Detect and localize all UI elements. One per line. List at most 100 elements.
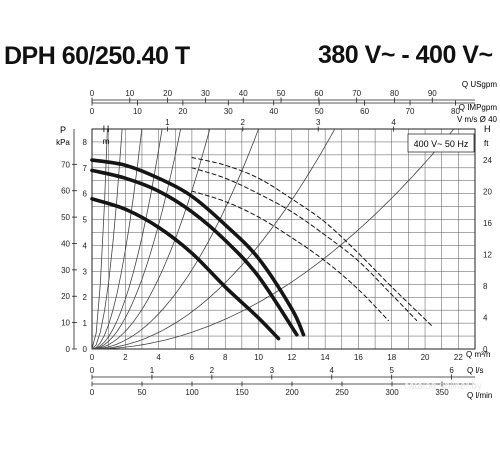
system-curve [91, 128, 181, 350]
bottom-axis-lmin-tick-label: 100 [185, 388, 199, 397]
watermark: catalog.onliner.by [404, 381, 482, 392]
bottom-axis-ls-tick-label: 2 [210, 366, 215, 375]
y-axis-right-label-h: H [484, 124, 491, 134]
top-axis-impgpm-tick-label: 50 [315, 107, 324, 116]
pump-curve-dashed-4 [191, 167, 418, 321]
x-tick-label: 20 [421, 353, 430, 362]
bottom-axis-ls-tick-label: 5 [389, 366, 394, 375]
y-tick-label-ft: 12 [483, 250, 492, 259]
voltage-label: 380 V~ - 400 V~ [318, 41, 493, 69]
system-curve [91, 128, 211, 350]
top-axis-velocity-tick-label: 4 [391, 118, 396, 127]
supply-label-box [407, 133, 475, 153]
bottom-axis-lmin-tick-label: 50 [138, 388, 147, 397]
top-axis-usgpm-tick-label: 70 [352, 89, 361, 98]
top-axis-usgpm-tick-label: 30 [201, 89, 210, 98]
bottom-axis-lmin-tick-label: 200 [285, 388, 299, 397]
top-axis-usgpm-tick-label: 10 [125, 89, 134, 98]
x-tick-label: 10 [254, 353, 263, 362]
bottom-axis-lmin-tick-label: 250 [335, 388, 349, 397]
top-axis-usgpm-tick-label: 50 [277, 89, 286, 98]
top-axis-impgpm-tick-label: 80 [451, 107, 460, 116]
top-axis-usgpm-tick-label: 20 [163, 89, 172, 98]
top-axis-velocity-tick-label: 2 [241, 118, 246, 127]
system-curve [91, 128, 108, 350]
x-tick-label: 8 [223, 353, 228, 362]
top-axis-impgpm-tick-label: 0 [90, 107, 95, 116]
top-axis-impgpm-tick-label: 60 [360, 107, 369, 116]
y-tick-label-h: 8 [83, 138, 88, 147]
system-curve [91, 128, 259, 350]
y-tick-label-ft: 8 [483, 282, 488, 291]
top-axis-velocity-tick-label: 1 [165, 118, 170, 127]
y-axis-label-p-unit: kPa [56, 138, 70, 147]
system-curve [91, 128, 143, 350]
bottom-axis-lmin-tick-label: 150 [235, 388, 249, 397]
top-axis-impgpm-tick-label: 30 [224, 107, 233, 116]
bottom-axis-ls-tick-label: 0 [90, 366, 95, 375]
system-curve [91, 128, 163, 350]
y-tick-label-h: 6 [83, 190, 88, 199]
bottom-axis-lmin-tick-label: 300 [385, 388, 399, 397]
y-tick-label-h: 1 [83, 319, 88, 328]
y-tick-label-ft: 20 [483, 187, 492, 196]
pump-curve-2 [90, 197, 281, 341]
y-tick-label-kpa: 20 [61, 292, 70, 301]
y-tick-label-ft: 0 [483, 345, 488, 354]
y-tick-label-kpa: 70 [61, 160, 70, 169]
x-tick-label: 2 [123, 353, 128, 362]
system-curve [91, 128, 336, 350]
y-tick-label-h: 0 [83, 345, 88, 354]
y-tick-label-h: 7 [83, 164, 88, 173]
system-curve [91, 128, 123, 350]
bottom-axis-lmin-tick-label: 350 [435, 388, 449, 397]
top-axis-usgpm-label: Q USgpm [462, 80, 497, 89]
y-tick-label-h: 4 [83, 241, 88, 250]
system-curve [92, 128, 455, 350]
top-axis-usgpm-tick-label: 40 [239, 89, 248, 98]
pump-curve-dashed-3 [191, 156, 433, 327]
pump-curve-dashed-5 [191, 190, 389, 321]
pump-curve-0 [90, 158, 306, 337]
pump-curve-1 [90, 168, 299, 337]
y-tick-label-kpa: 40 [61, 239, 70, 248]
y-tick-label-ft: 4 [483, 313, 488, 322]
y-tick-label-h: 5 [83, 216, 88, 225]
y-tick-label-kpa: 50 [61, 213, 70, 222]
y-axis-right-label-ft: ft [484, 139, 489, 148]
top-axis-impgpm-tick-label: 70 [406, 107, 415, 116]
y-tick-label-h: 2 [83, 293, 88, 302]
bottom-axis-lmin-tick-label: 0 [90, 388, 95, 397]
y-tick-label-kpa: 10 [61, 319, 70, 328]
bottom-axis-ls-tick-label: 3 [270, 366, 275, 375]
x-tick-label: 16 [354, 353, 363, 362]
y-tick-label-h: 3 [83, 267, 88, 276]
top-axis-impgpm-tick-label: 20 [178, 107, 187, 116]
top-axis-usgpm-tick-label: 0 [90, 89, 95, 98]
bottom-axis-ls-label: Q l/s [467, 366, 483, 375]
curves [90, 128, 455, 350]
y-tick-label-kpa: 30 [61, 266, 70, 275]
bottom-axis-lmin-label: Q l/min [467, 391, 492, 400]
x-axis-label: Q m³/h [466, 350, 490, 359]
x-tick-label: 6 [190, 353, 195, 362]
bottom-axis-ls-tick-label: 1 [150, 366, 155, 375]
chart-title: DPH 60/250.40 T [4, 42, 190, 70]
top-axis-impgpm-label: Q IMPgpm [459, 103, 498, 112]
top-axis-velocity-tick-label: 3 [316, 118, 321, 127]
y-axis-label-p: P [60, 125, 66, 135]
top-axis-impgpm-tick-label: 40 [269, 107, 278, 116]
y-tick-label-kpa: 60 [61, 187, 70, 196]
x-tick-label: 4 [156, 353, 161, 362]
y-axis-label-h-unit: m [103, 137, 110, 146]
bottom-axis-ls-tick-label: 6 [449, 366, 454, 375]
x-tick-label: 0 [90, 353, 95, 362]
y-tick-label-ft: 16 [483, 219, 492, 228]
supply-label: 400 V~ 50 Hz [414, 139, 469, 149]
y-tick-label-kpa: 0 [66, 345, 71, 354]
top-axis-usgpm-tick-label: 90 [428, 89, 437, 98]
x-tick-label: 14 [321, 353, 330, 362]
bottom-axis-ls-tick-label: 4 [330, 366, 335, 375]
x-tick-label: 18 [387, 353, 396, 362]
